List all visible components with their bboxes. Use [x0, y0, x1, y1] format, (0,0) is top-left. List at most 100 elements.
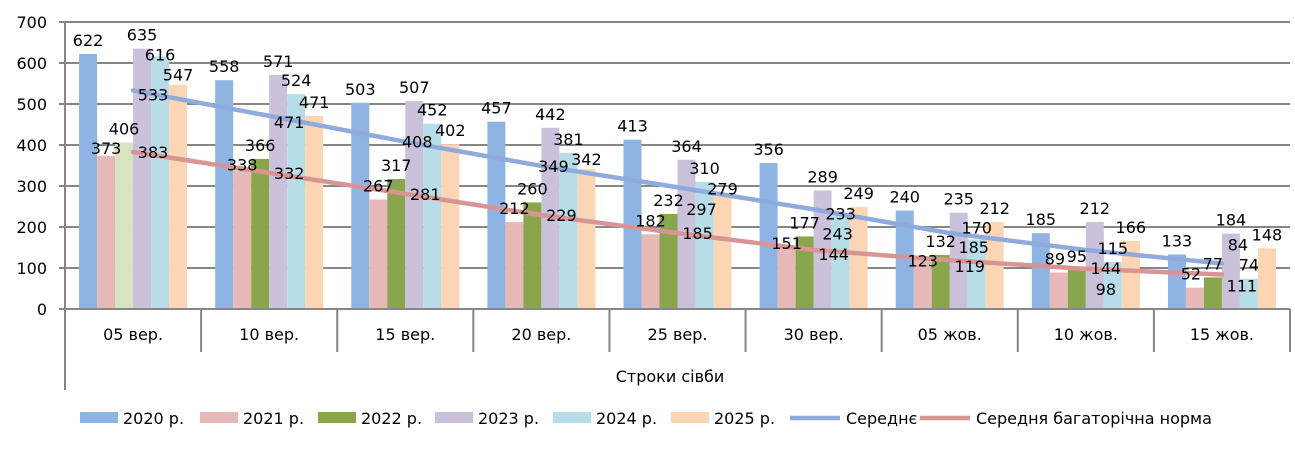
line-data-label: 281 — [410, 185, 441, 204]
bar — [369, 199, 388, 309]
bar-data-label: 240 — [889, 188, 920, 207]
bar — [387, 179, 406, 309]
bar-data-label: 74 — [1239, 256, 1259, 275]
series-line — [130, 149, 1225, 277]
line-data-label: 332 — [274, 164, 305, 183]
line-data-label: 144 — [1091, 259, 1122, 278]
bar-data-label: 373 — [91, 139, 122, 158]
bar-data-label: 507 — [399, 78, 430, 97]
bar-data-label: 317 — [381, 156, 412, 175]
line-data-label: 533 — [138, 85, 169, 104]
bar-data-label: 89 — [1045, 250, 1065, 269]
bar-data-label: 232 — [653, 191, 684, 210]
bar — [79, 53, 98, 310]
bar — [1067, 270, 1086, 309]
bar — [523, 202, 542, 309]
legend-label: 2020 р. — [123, 409, 184, 428]
bar — [777, 247, 796, 309]
bar — [1031, 233, 1050, 309]
bar-data-label: 260 — [517, 179, 548, 198]
bar — [233, 170, 252, 309]
legend: 2020 р. 2021 р. 2022 р. 2023 р. 2024 р. 2025 … — [80, 409, 1212, 428]
bar-data-label: 616 — [145, 45, 176, 64]
legend-label: 2023 р. — [478, 409, 539, 428]
bar-data-label: 635 — [127, 26, 158, 45]
y-tick-label: 700 — [16, 13, 47, 32]
bar — [115, 142, 134, 309]
bar — [1103, 261, 1122, 309]
legend-label: 2021 р. — [243, 409, 304, 428]
bar — [1185, 287, 1204, 309]
bar-data-label: 151 — [771, 234, 802, 253]
lines — [130, 88, 1225, 277]
bar-data-label: 413 — [617, 117, 648, 136]
bar — [931, 254, 950, 309]
bar — [169, 84, 188, 309]
bar — [151, 56, 170, 309]
bar — [695, 181, 714, 309]
x-axis-title: Строки сівби — [616, 367, 725, 386]
bar — [351, 102, 370, 310]
line-data-label: 84 — [1228, 236, 1248, 255]
bar-data-label: 177 — [789, 213, 820, 232]
y-tick-label: 0 — [37, 300, 47, 319]
bar-data-label: 148 — [1252, 225, 1283, 244]
bar — [795, 236, 814, 309]
bar-data-label: 406 — [109, 120, 140, 139]
legend-swatch — [435, 412, 473, 423]
bar-data-label: 235 — [943, 190, 974, 209]
bar-data-label: 184 — [1216, 211, 1247, 230]
bar-data-label: 571 — [263, 52, 294, 71]
bar-data-label: 267 — [363, 177, 394, 196]
bar-data-label: 212 — [499, 199, 530, 218]
bar-data-label: 132 — [925, 232, 956, 251]
bar-data-label: 524 — [281, 71, 312, 90]
bar — [1203, 277, 1222, 309]
line-data-label: 297 — [686, 200, 717, 219]
line-data-label: 185 — [958, 238, 989, 257]
bar-data-label: 166 — [1116, 218, 1147, 237]
bar-data-label: 123 — [907, 252, 938, 271]
bar — [287, 94, 306, 309]
bar — [505, 222, 524, 309]
bar-data-label: 115 — [1098, 239, 1129, 258]
bar-data-label: 366 — [245, 136, 276, 155]
bar — [985, 222, 1004, 309]
bar-data-label: 52 — [1181, 265, 1201, 284]
bar — [1049, 272, 1068, 309]
bar-data-label: 170 — [961, 218, 992, 237]
bar-data-label: 249 — [843, 184, 874, 203]
legend-label: Середнє — [846, 409, 917, 428]
legend-label: 2025 р. — [714, 409, 775, 428]
x-tick-label: 15 вер. — [375, 325, 435, 344]
data-labels: 635 622 616 571 558 547 524 507 503 471 457 452 442 4… — [73, 26, 1282, 299]
bar-data-label: 289 — [807, 168, 838, 187]
bar-data-label: 503 — [345, 80, 376, 99]
bar — [641, 234, 660, 309]
x-tick-label: 05 вер. — [103, 325, 163, 344]
line-data-label: 408 — [402, 133, 433, 152]
bar — [1239, 278, 1258, 309]
y-tick-label: 400 — [16, 136, 47, 155]
bar-data-label: 471 — [299, 93, 330, 112]
bar-data-label: 558 — [209, 57, 240, 76]
bar — [215, 80, 234, 309]
bar-data-label: 364 — [671, 137, 702, 156]
bar — [441, 144, 460, 309]
x-tick-label: 05 жов. — [918, 325, 982, 344]
bar-data-label: 182 — [635, 211, 666, 230]
line-data-label: 111 — [1227, 276, 1258, 295]
legend-swatch — [318, 412, 356, 423]
x-tick-label: 30 вер. — [784, 325, 844, 344]
legend-label: 2022 р. — [361, 409, 422, 428]
bar — [133, 48, 152, 310]
y-tick-label: 100 — [16, 259, 47, 278]
y-tick-label: 200 — [16, 218, 47, 237]
bar-data-label: 338 — [227, 155, 258, 174]
legend-label: Середня багаторічна норма — [976, 409, 1212, 428]
bar — [577, 168, 596, 309]
line-data-label: 243 — [822, 224, 853, 243]
legend-label: 2024 р. — [596, 409, 657, 428]
bar — [251, 158, 270, 309]
